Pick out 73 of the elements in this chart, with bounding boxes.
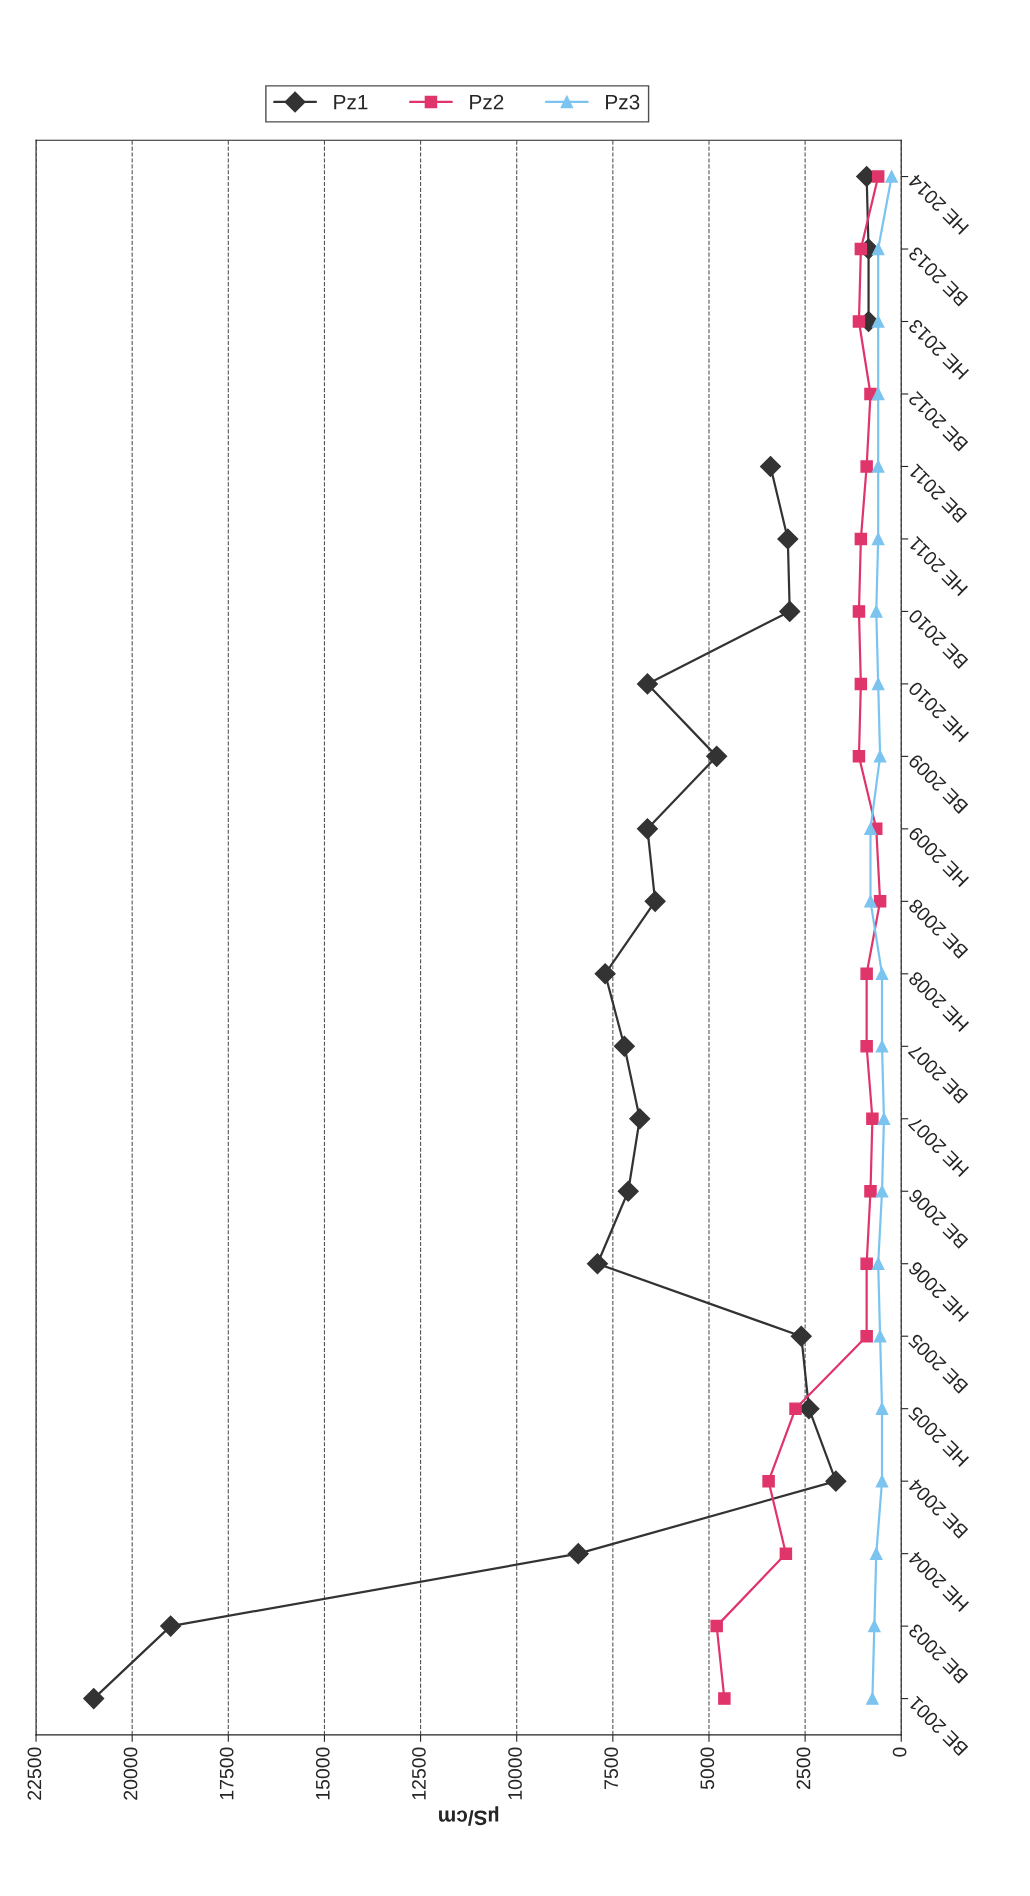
point [852, 605, 866, 618]
point [866, 1692, 879, 1705]
point [779, 1547, 793, 1560]
point [718, 1692, 731, 1705]
x-tick-label: 20000 [123, 1747, 138, 1800]
point [871, 460, 885, 473]
point [779, 600, 801, 622]
point [871, 315, 885, 328]
point [586, 1253, 608, 1275]
point [875, 967, 889, 981]
legend-label: Pz2 [470, 94, 504, 110]
point [870, 1547, 883, 1560]
point [854, 677, 868, 691]
point [871, 170, 885, 183]
point [870, 605, 883, 618]
point [873, 895, 887, 908]
x-tick-label: 15000 [315, 1747, 330, 1800]
point [567, 1543, 589, 1565]
point [873, 750, 887, 763]
x-axis-title: µS/cm [439, 1806, 499, 1826]
x-tick-label: 17500 [219, 1747, 234, 1800]
point [866, 1112, 879, 1126]
point [759, 455, 782, 477]
point [860, 1040, 873, 1053]
point [706, 745, 728, 767]
point [864, 822, 877, 836]
point [789, 1402, 802, 1415]
point [852, 750, 866, 763]
point [160, 1615, 182, 1637]
legend-label: Pz3 [606, 94, 640, 110]
point [860, 1257, 873, 1270]
point [825, 1470, 847, 1492]
x-tick-label: 22500 [27, 1747, 42, 1800]
point [617, 1180, 639, 1202]
x-tick-label: 12500 [412, 1747, 426, 1800]
point [871, 532, 885, 546]
point [854, 532, 868, 546]
point [790, 1325, 812, 1347]
x-tick-label: 10000 [508, 1747, 522, 1800]
point [860, 1329, 873, 1343]
point [860, 460, 873, 473]
point [864, 1184, 877, 1198]
point [875, 1040, 889, 1053]
point [777, 528, 799, 550]
point [871, 242, 885, 256]
point [875, 1402, 889, 1415]
point [871, 1257, 885, 1270]
point [762, 1474, 775, 1488]
point [83, 1688, 105, 1710]
x-tick-label: 2500 [796, 1747, 811, 1789]
point [852, 315, 866, 328]
point [875, 1474, 889, 1488]
x-tick-label: 5000 [700, 1747, 715, 1790]
x-tick-label: 0 [892, 1747, 907, 1757]
point [594, 963, 616, 985]
point [644, 890, 666, 912]
point [877, 1112, 891, 1126]
legend-label: Pz1 [334, 94, 368, 110]
point [629, 1108, 651, 1130]
point [710, 1619, 723, 1633]
point [854, 242, 868, 256]
point [636, 818, 658, 840]
point [885, 170, 898, 183]
point [868, 1619, 881, 1633]
point [613, 1035, 635, 1057]
point [873, 1329, 887, 1343]
x-tick-label: 7500 [604, 1747, 619, 1789]
point [875, 1184, 889, 1198]
point [860, 967, 873, 981]
point [871, 387, 885, 401]
point [871, 677, 885, 691]
point [864, 895, 877, 908]
point [636, 673, 658, 695]
